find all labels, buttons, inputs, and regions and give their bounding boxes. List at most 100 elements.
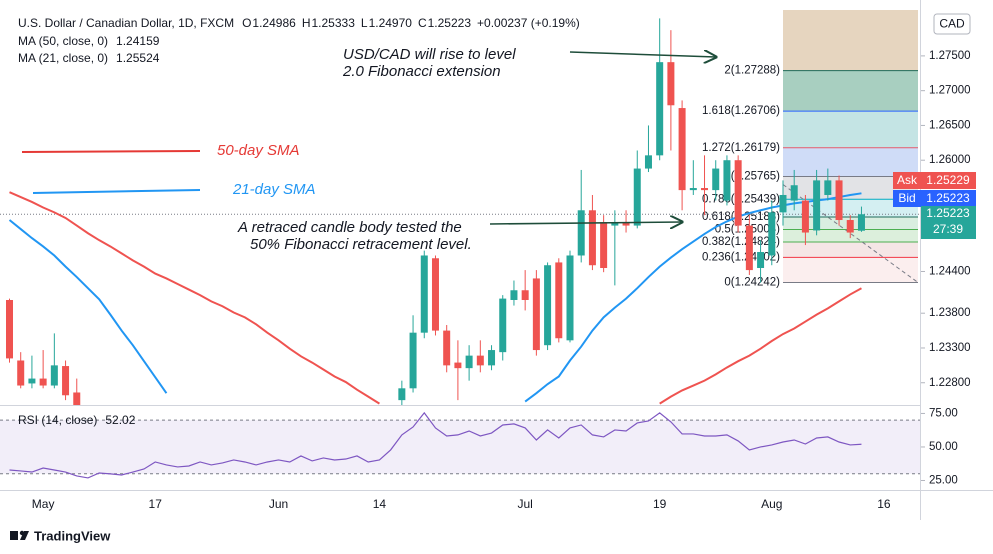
ohlc-value: 1.25333 xyxy=(311,16,355,30)
candle-body xyxy=(857,214,865,231)
x-tick-label: 16 xyxy=(877,497,891,511)
candle-body xyxy=(633,168,641,226)
candle-body xyxy=(588,210,596,266)
main-pane: 2(1.27288) 1.618(1.26706) 1.272(1.26179) 1(… xyxy=(0,10,920,405)
legend-name: MA (21, close, 0) xyxy=(18,51,108,65)
y-tick-label: 1.27500 xyxy=(929,50,971,62)
currency-box[interactable] xyxy=(933,13,971,35)
x-tick-label: Jul xyxy=(517,497,532,511)
candle-body xyxy=(431,258,439,331)
candle-body xyxy=(17,360,25,386)
candle-body xyxy=(622,222,630,226)
candle-body xyxy=(28,378,36,384)
y-tick-label: 1.23800 xyxy=(929,307,971,319)
candle-body xyxy=(521,290,529,300)
brand-logo[interactable] xyxy=(10,530,29,540)
candle-body xyxy=(678,108,686,191)
candle-body xyxy=(499,298,507,353)
annotation: 50-day SMA xyxy=(217,142,300,159)
fib-label: 1.272(1.26179) xyxy=(702,142,780,154)
candle-body xyxy=(465,355,473,369)
candle-body xyxy=(409,332,417,389)
candle-body xyxy=(757,252,765,269)
candle-body xyxy=(813,180,821,231)
legend-value: 1.24159 xyxy=(116,34,160,48)
candle-body xyxy=(6,299,13,359)
legend-name: MA (50, close, 0) xyxy=(18,34,108,48)
candle-body xyxy=(779,194,787,213)
annotation: 2.0 Fibonacci extension xyxy=(342,63,501,80)
ohlc-key: H xyxy=(302,16,311,30)
last-price: 1.25223 xyxy=(926,206,970,220)
rsi-pane xyxy=(0,411,920,479)
fib-band xyxy=(783,111,918,148)
candle-body xyxy=(50,365,58,386)
candle-body xyxy=(420,255,428,333)
candle-body xyxy=(532,278,540,351)
ohlc-key: C xyxy=(418,16,427,30)
candle-body xyxy=(488,350,496,366)
candle-body xyxy=(62,366,70,396)
candle-body xyxy=(566,255,574,341)
candle-body xyxy=(454,362,462,369)
candle-body xyxy=(73,392,81,405)
ma-line xyxy=(9,191,862,405)
candle-body xyxy=(768,212,776,256)
candle-body xyxy=(723,160,731,201)
x-tick-label: Aug xyxy=(761,497,782,511)
ohlc-key: L xyxy=(361,16,368,30)
candle-body xyxy=(689,188,697,191)
header: U.S. Dollar / Canadian Dollar, 1D, FXCM xyxy=(18,16,234,30)
candle-body xyxy=(644,155,652,169)
ohlc-value: +0.00237 (+0.19%) xyxy=(477,16,580,30)
x-tick-label: May xyxy=(32,497,55,511)
x-tick-label: 17 xyxy=(149,497,163,511)
fib-label: 2(1.27288) xyxy=(724,65,780,77)
fib-band xyxy=(783,70,918,112)
countdown: 27:39 xyxy=(933,222,963,236)
ohlc-value: 1.25223 xyxy=(428,16,472,30)
x-tick-label: Jun xyxy=(269,497,288,511)
rsi-line xyxy=(9,411,862,479)
candle-body xyxy=(745,225,753,271)
y-tick-label: 1.24400 xyxy=(929,266,971,278)
fib-zone xyxy=(783,10,918,71)
annotation: USD/CAD will rise to level xyxy=(343,46,516,63)
candle-body xyxy=(476,355,484,366)
ask-name: Ask xyxy=(897,173,918,187)
rsi-band xyxy=(0,420,920,474)
candle-body xyxy=(611,222,619,226)
candle-body xyxy=(443,330,451,366)
candle-body xyxy=(824,180,832,195)
fib-band xyxy=(783,241,918,258)
arrow xyxy=(569,52,716,57)
candle-body xyxy=(600,222,608,269)
annotation: A retraced candle body tested the xyxy=(237,219,462,236)
rsi-value: 52.02 xyxy=(105,413,135,427)
fib-label: 1.618(1.26706) xyxy=(702,105,780,117)
ohlc-value: 1.24986 xyxy=(252,16,296,30)
bid-tag xyxy=(893,190,921,207)
annotation: 21-day SMA xyxy=(232,181,316,198)
currency[interactable]: CAD xyxy=(939,17,965,31)
candle-body xyxy=(555,262,563,339)
x-tick-label: 19 xyxy=(653,497,667,511)
fib-label: 0(1.24242) xyxy=(724,276,780,288)
fib-band xyxy=(783,257,918,283)
candle-body xyxy=(39,378,47,386)
arrow xyxy=(489,222,682,224)
ohlc-value: 1.24970 xyxy=(369,16,413,30)
candle-body xyxy=(656,62,664,156)
rsi-tick-label: 75.00 xyxy=(929,407,958,419)
last-price-tag xyxy=(921,206,976,239)
rsi-tick-label: 50.00 xyxy=(929,441,958,453)
candle-body xyxy=(712,168,720,191)
bid-name: Bid xyxy=(898,191,915,205)
candle-body xyxy=(734,160,742,226)
x-tick-label: 14 xyxy=(373,497,387,511)
y-tick-label: 1.26000 xyxy=(929,154,971,166)
candle-body xyxy=(510,290,518,300)
brand[interactable]: TradingView xyxy=(34,528,111,543)
